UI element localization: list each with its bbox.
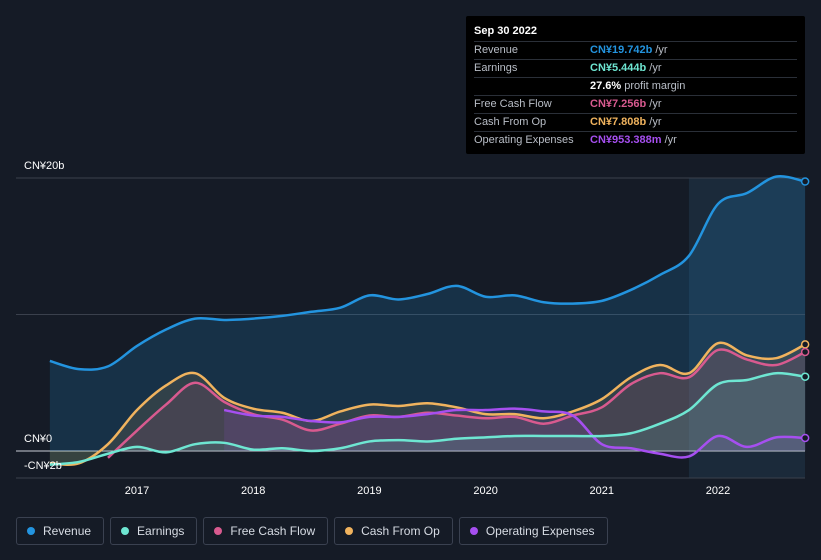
earnings-end-marker xyxy=(800,372,810,381)
free-cash-flow-end-marker xyxy=(800,347,810,357)
operating-expenses-line xyxy=(223,407,806,459)
tooltip-row-unit: /yr xyxy=(649,62,662,74)
x-tick-label: 2020 xyxy=(473,485,498,497)
revenue-area xyxy=(49,176,806,451)
tooltip-row: Earnings CN¥5.444b/yr xyxy=(474,59,797,77)
tooltip-row-label: Cash From Op xyxy=(474,116,547,128)
free-cash-flow-line xyxy=(107,348,806,459)
tooltip-row-label: Operating Expenses xyxy=(474,134,574,146)
series-lines xyxy=(49,175,806,466)
tooltip-row: 27.6% profit margin xyxy=(474,77,797,95)
revenue-end-marker xyxy=(800,177,810,186)
earnings-area xyxy=(49,373,806,465)
tooltip-row-unit: /yr xyxy=(649,98,662,110)
tooltip-row-label: Earnings xyxy=(474,62,518,74)
tooltip-row: Free Cash Flow CN¥7.256b/yr xyxy=(474,95,797,113)
legend: Revenue Earnings Free Cash Flow Cash From O… xyxy=(16,517,614,545)
x-tick-label: 2021 xyxy=(589,485,615,497)
legend-item-free-cash-flow[interactable]: Free Cash Flow xyxy=(203,517,329,545)
legend-dot-icon xyxy=(469,527,478,535)
legend-dot-icon xyxy=(121,527,130,535)
operating-expenses-area xyxy=(224,408,806,458)
cash-from-op-line xyxy=(49,341,806,466)
legend-label: Earnings xyxy=(137,524,185,538)
tooltip-row-unit: /yr xyxy=(649,116,662,128)
legend-label: Cash From Op xyxy=(361,524,440,538)
legend-item-operating-expenses[interactable]: Operating Expenses xyxy=(458,517,608,545)
tooltip-row-label: Revenue xyxy=(474,44,519,56)
y-axis-label-zero: CN¥0 xyxy=(24,433,53,445)
cash-from-op-end-marker xyxy=(800,340,810,349)
gridlines xyxy=(16,177,805,479)
legend-dot-icon xyxy=(345,527,354,535)
x-tick-label: 2017 xyxy=(124,485,150,497)
tooltip-date: Sep 30 2022 xyxy=(474,25,537,37)
tooltip-row-unit: /yr xyxy=(664,134,677,146)
x-tick-label: 2022 xyxy=(705,485,731,497)
x-tick-label: 2018 xyxy=(240,485,266,497)
free-cash-flow-area xyxy=(107,349,806,458)
tooltip-row: Cash From Op CN¥7.808b/yr xyxy=(474,113,797,131)
legend-label: Operating Expenses xyxy=(485,524,595,538)
tooltip-panel: Sep 30 2022 Revenue CN¥19.742b/yr Earnings… xyxy=(466,16,805,154)
legend-item-cash-from-op[interactable]: Cash From Op xyxy=(334,517,453,545)
tooltip-row-value: CN¥5.444b xyxy=(590,62,647,74)
tooltip-row-value: 27.6% xyxy=(590,80,622,92)
tooltip-row-label xyxy=(474,78,590,95)
end-markers xyxy=(800,177,810,443)
y-axis-label-top: CN¥20b xyxy=(24,160,65,172)
legend-dot-icon xyxy=(214,527,223,535)
tooltip-row: Operating Expenses CN¥953.388m/yr xyxy=(474,131,797,149)
tooltip-row-value: CN¥7.808b xyxy=(590,116,647,128)
revenue-line xyxy=(49,175,806,371)
operating-expenses-end-marker xyxy=(800,433,810,443)
tooltip-row-label: Free Cash Flow xyxy=(474,98,552,110)
tooltip-row-unit: profit margin xyxy=(624,80,686,92)
tooltip-row: Revenue CN¥19.742b/yr xyxy=(474,41,797,59)
tooltip-row-value: CN¥7.256b xyxy=(590,98,647,110)
tooltip-row-unit: /yr xyxy=(655,44,668,56)
tooltip-row-value: CN¥19.742b xyxy=(590,44,653,56)
legend-dot-icon xyxy=(27,527,35,535)
legend-item-revenue[interactable]: Revenue xyxy=(16,517,105,545)
x-tick-label: 2019 xyxy=(357,485,382,497)
earnings-line xyxy=(49,371,806,466)
legend-label: Revenue xyxy=(43,524,92,538)
y-axis-label-negative: -CN¥2b xyxy=(24,460,62,472)
tooltip-row-value: CN¥953.388m xyxy=(590,134,662,146)
highlight-band xyxy=(688,178,805,478)
legend-label: Free Cash Flow xyxy=(230,524,316,538)
legend-item-earnings[interactable]: Earnings xyxy=(110,517,198,545)
